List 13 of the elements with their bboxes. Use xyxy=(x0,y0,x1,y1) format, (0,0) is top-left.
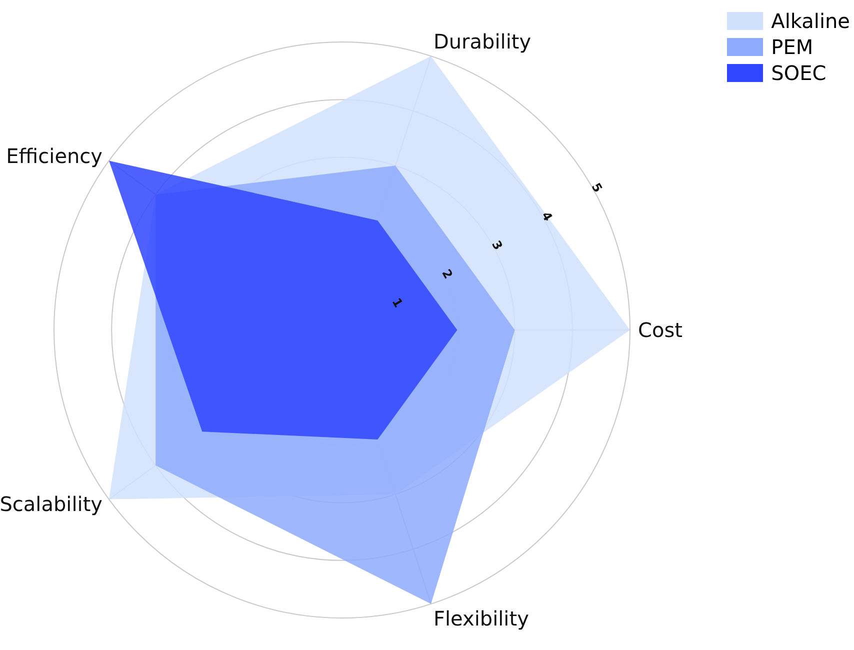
spoke-label: Durability xyxy=(433,29,532,54)
spoke-label: Cost xyxy=(638,318,683,342)
spoke-label: Scalability xyxy=(0,492,103,516)
spoke-label: Efficiency xyxy=(6,144,103,168)
legend-label: SOEC xyxy=(771,61,826,85)
y-tick-label: 1 xyxy=(389,296,406,310)
y-tick-label: 2 xyxy=(439,266,456,282)
legend-label: PEM xyxy=(771,35,814,59)
spoke-label: Flexibility xyxy=(433,606,530,631)
y-tick-label: 3 xyxy=(489,238,506,252)
y-tick-label: 4 xyxy=(538,209,556,224)
legend-label: Alkaline xyxy=(771,9,850,33)
y-tick-label: 5 xyxy=(588,180,606,195)
